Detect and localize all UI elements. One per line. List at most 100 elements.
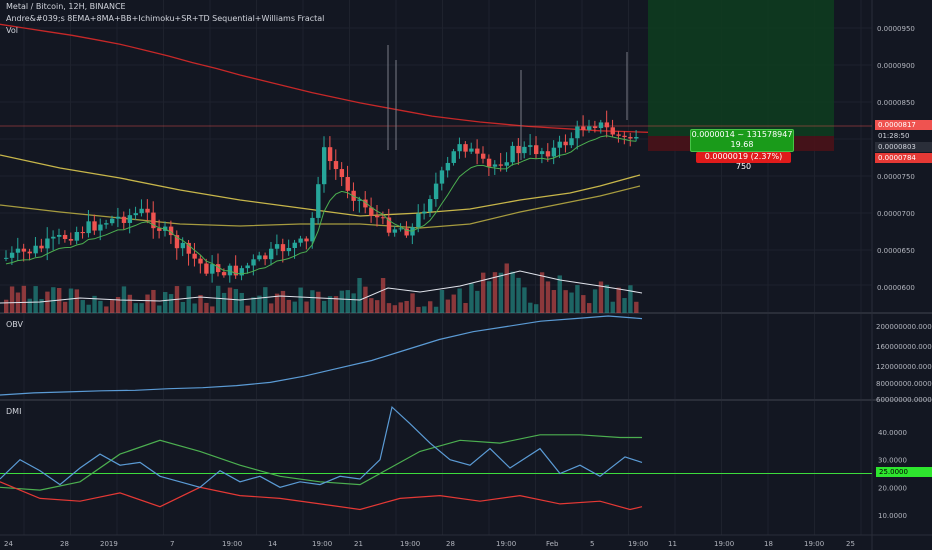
volume-bar [327,296,333,313]
candle [151,212,156,229]
candle [92,221,97,231]
candle [139,208,144,214]
stop-loss-box[interactable]: 0.0000019 (2.37%) 750 [696,152,791,171]
volume-bar [139,303,144,313]
volume-bar [604,284,610,313]
volume-bar [333,296,339,313]
volume-bar [380,278,386,313]
volume-bar [587,303,592,313]
volume-bar [316,291,321,313]
candle [375,215,380,218]
volume-bar [622,298,627,313]
volume-bar [151,289,156,313]
take-profit-box[interactable]: 0.0000014 ~ 131578947 19.68 [690,129,794,152]
volume-bar [33,286,38,313]
volume-bar [481,272,486,313]
volume-bar [210,306,215,313]
time-tick-label: 2019 [100,540,118,548]
candle [180,242,186,249]
dmi-tick-label: 30.0000 [878,457,907,465]
volume-bar [463,303,468,313]
price-tick-label: 0.0000650 [877,247,915,255]
candle [274,244,280,249]
candle [110,218,115,224]
volume-bar [592,289,598,313]
volume-bar [163,292,168,313]
volume-bar [198,295,203,313]
dmi-level-label: 25.0000 [876,467,932,477]
volume-bar [322,300,327,313]
volume-bar [563,290,568,313]
time-tick-label: 11 [668,540,677,548]
volume-bar [445,299,451,313]
volume-bar [504,263,509,313]
candle [369,207,374,216]
volume-bar [539,272,545,313]
adx-line [0,405,643,488]
volume-bar [204,302,209,313]
volume-bar [298,287,303,313]
volume-bar [516,277,521,313]
candle [145,208,150,213]
volume-bar [545,281,551,313]
candle [575,126,580,139]
volume-bar [634,301,639,313]
volume-bar [369,298,374,313]
volume-bar [251,297,256,313]
candle [510,145,515,163]
last-price-label: 0.0000817 [875,120,932,130]
volume-bar [280,290,286,313]
candle [198,258,203,264]
candle [363,199,368,208]
price-tick-label: 0.0000700 [877,210,915,218]
candle [486,158,492,167]
price-tick-label: 0.0000950 [877,25,915,33]
candle [298,238,303,243]
candle [604,122,610,128]
volume-bar [428,301,433,313]
candle [104,223,109,225]
volume-bar [451,294,456,313]
volume-bar [469,283,474,313]
candle [416,213,421,228]
volume-bar [616,287,621,313]
dmi-tick-label: 40.0000 [878,429,907,437]
candle [57,234,62,237]
candle [528,145,533,147]
candle [115,216,121,219]
candle [616,134,621,136]
volume-bar [339,290,345,313]
candle [33,245,38,254]
volume-bar [575,285,580,313]
volume-bar [345,290,350,313]
candle [392,229,398,233]
volume-bar [74,289,80,313]
candle [27,251,32,254]
obv-tick-label: 120000000.0000 [876,363,932,371]
stop-text: 0.0000019 (2.37%) 750 [704,152,783,171]
volume-bar [351,293,356,313]
volume-label: Vol [6,26,18,35]
volume-bar [522,287,527,313]
candle [439,170,445,184]
volume-bar [392,305,398,313]
volume-bar [233,289,239,313]
candle [563,141,568,146]
volume-bar [192,303,197,313]
price-tick-label: 0.0000900 [877,62,915,70]
volume-bar [9,286,15,313]
candle [239,268,244,276]
candle [581,126,586,130]
price-tick-label: 0.0000750 [877,173,915,181]
obv-tick-label: 60000000.0000 [876,396,932,404]
candle [221,272,227,276]
volume-bar [110,300,115,313]
volume-bar [269,303,274,313]
candle [86,221,91,234]
candle [481,153,486,159]
dmi-minus-line [0,481,643,511]
candle [339,169,345,178]
candle [4,257,9,259]
candle [622,135,627,138]
